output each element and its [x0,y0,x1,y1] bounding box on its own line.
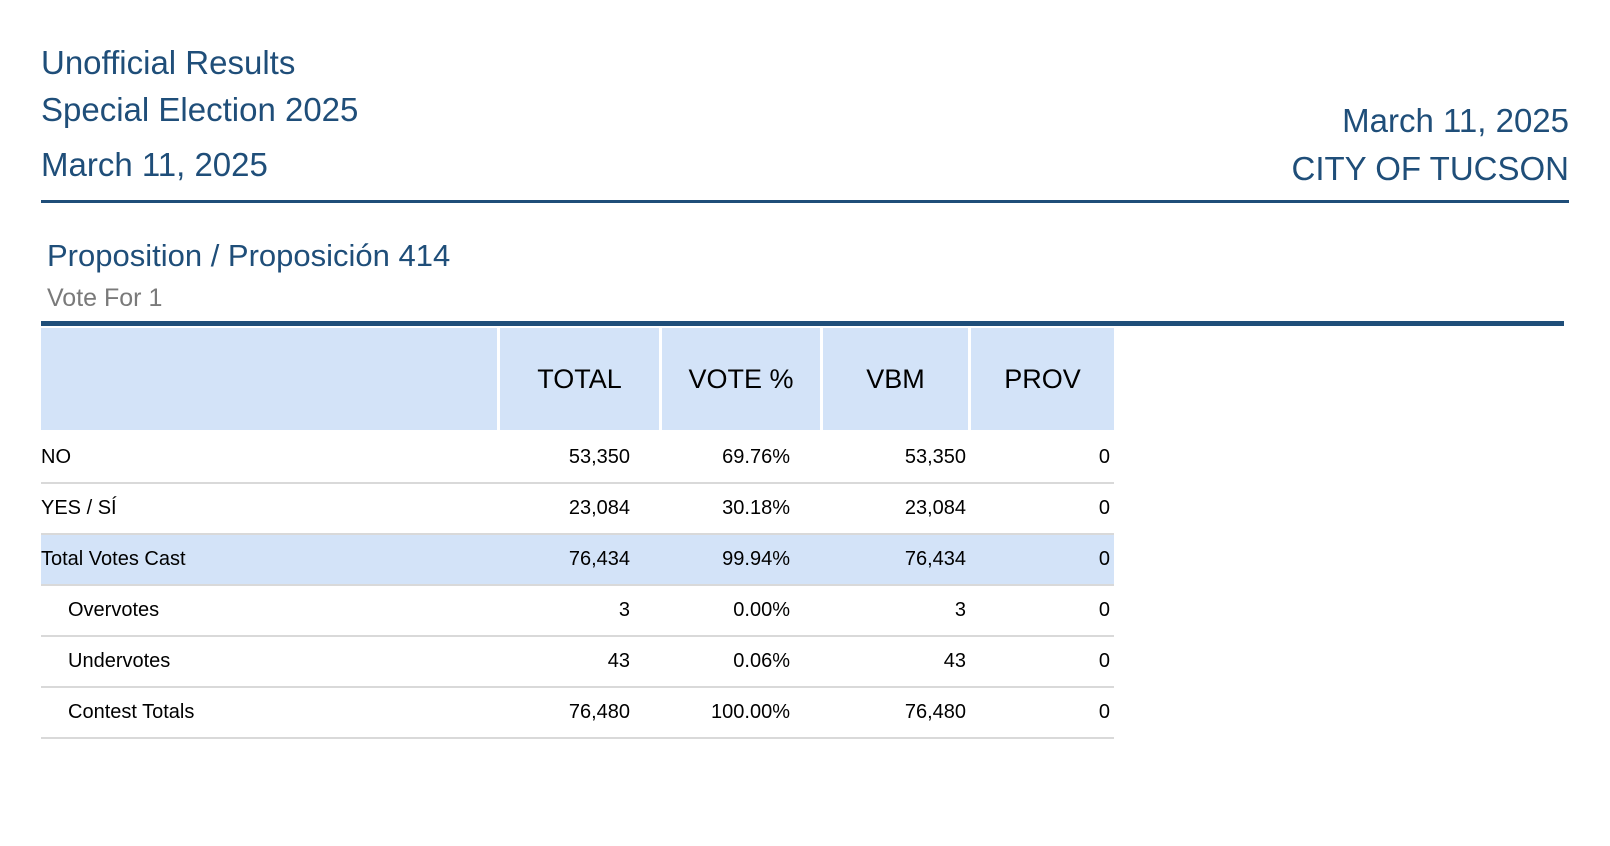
choice-name: Total Votes Cast [41,548,186,570]
vote-percent-value: 0.00% [733,599,790,621]
choice-name: Overvotes [68,599,160,621]
choice-name: Contest Totals [68,701,195,723]
contest-divider [41,321,1564,326]
column-header-prov: PROV [971,328,1114,430]
vbm-value: 23,084 [904,497,966,519]
total-value: 43 [607,650,630,672]
prov-value: 0 [1098,701,1110,723]
report-status-title: Unofficial Results [41,44,296,81]
column-header-choice [41,328,497,430]
vote-for-label: Vote For 1 [47,284,163,312]
column-header-vbm: VBM [823,328,968,430]
prov-value: 0 [1098,497,1110,519]
contest-title: Proposition / Proposición 414 [47,238,451,273]
vbm-value: 3 [954,599,966,621]
total-votes-cast-row: Total Votes Cast 76,434 99.94% 76,434 0 [41,535,1114,586]
total-value: 76,434 [568,548,630,570]
header-divider [41,200,1569,203]
jurisdiction-name: CITY OF TUCSON [1291,150,1569,187]
contest-totals-row: Contest Totals 76,480 100.00% 76,480 0 [41,688,1114,739]
election-date: March 11, 2025 [41,146,268,183]
column-header-vote-percent: VOTE % [662,328,820,430]
vote-percent-value: 69.76% [722,446,790,468]
vbm-value: 76,480 [904,701,966,723]
vbm-value: 43 [943,650,966,672]
table-row: Undervotes 43 0.06% 43 0 [41,637,1114,688]
table-row: Overvotes 3 0.00% 3 0 [41,586,1114,637]
table-row: YES / SÍ 23,084 30.18% 23,084 0 [41,484,1114,535]
vote-percent-value: 99.94% [722,548,790,570]
total-value: 53,350 [568,446,630,468]
prov-value: 0 [1098,548,1110,570]
prov-value: 0 [1098,650,1110,672]
choice-name: Undervotes [68,650,171,672]
results-table: TOTAL VOTE % VBM PROV NO 53,350 69.76% 5… [41,328,1114,739]
prov-value: 0 [1098,599,1110,621]
choice-name: YES / SÍ [41,497,117,519]
vote-percent-value: 0.06% [733,650,790,672]
table-header: TOTAL VOTE % VBM PROV [41,328,1114,430]
vbm-value: 53,350 [904,446,966,468]
vote-percent-value: 100.00% [711,701,790,723]
election-name: Special Election 2025 [41,91,359,128]
total-value: 76,480 [568,701,630,723]
table-row: NO 53,350 69.76% 53,350 0 [41,433,1114,484]
choice-name: NO [41,446,71,468]
vote-percent-value: 30.18% [722,497,790,519]
column-header-total: TOTAL [500,328,659,430]
vbm-value: 76,434 [904,548,966,570]
prov-value: 0 [1098,446,1110,468]
total-value: 3 [618,599,630,621]
report-date: March 11, 2025 [1342,102,1569,139]
total-value: 23,084 [568,497,630,519]
